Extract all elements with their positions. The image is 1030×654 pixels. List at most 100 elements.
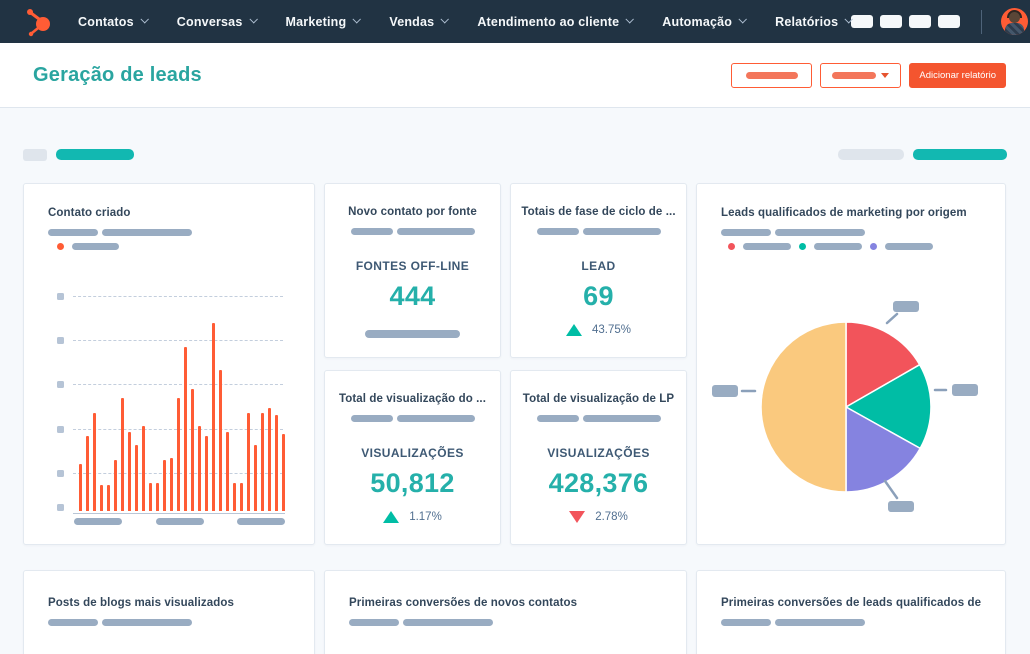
card-new-contact-by-source: Novo contato por fonte FONTES OFF-LINE 4… <box>324 183 501 358</box>
bar <box>170 458 173 511</box>
hubspot-logo-icon[interactable] <box>22 7 56 37</box>
trend-up-icon <box>383 511 400 523</box>
nav-item-automação[interactable]: Automação <box>662 15 748 29</box>
header-actions: Adicionar relatório <box>731 62 1006 88</box>
bar-series <box>79 321 285 511</box>
bar <box>93 413 96 511</box>
nav-icon-placeholder-4[interactable] <box>938 15 961 28</box>
active-filter-placeholder-2[interactable] <box>913 149 1007 160</box>
redacted-subtitle-bars <box>721 619 981 626</box>
trend-up-icon <box>565 324 582 336</box>
metric-label: LEAD <box>581 259 616 273</box>
redacted-subtitle-bars <box>325 415 500 422</box>
nav-item-relatórios[interactable]: Relatórios <box>775 15 854 29</box>
redacted-legend-label <box>743 243 791 250</box>
redacted-subtitle-bars <box>325 228 500 235</box>
legend-dot <box>799 243 806 250</box>
delta-value: 1.17% <box>409 511 442 523</box>
bar <box>247 413 250 511</box>
nav-icon-placeholder-2[interactable] <box>880 15 903 28</box>
nav-item-marketing[interactable]: Marketing <box>286 15 362 29</box>
nav-item-contatos[interactable]: Contatos <box>78 15 149 29</box>
bar-chart <box>24 184 314 544</box>
redacted-slice-label <box>888 501 914 512</box>
bar <box>261 413 264 511</box>
card-title: Total de visualização do ... <box>338 393 486 405</box>
bar <box>191 389 194 511</box>
card-title: Leads qualificados de marketing por orig… <box>721 207 967 219</box>
pie-chart <box>712 301 978 512</box>
redacted-dropdown-label <box>832 71 877 79</box>
y-axis-tick-placeholder <box>57 426 64 433</box>
y-axis-tick-placeholder <box>57 381 64 388</box>
redacted-subtitle-bars <box>511 228 686 235</box>
redacted-slice-label <box>712 385 738 397</box>
nav-right-actions <box>851 8 1030 35</box>
chevron-down-icon <box>248 15 258 24</box>
bar <box>100 485 103 511</box>
bar <box>135 445 138 511</box>
chart-legend <box>57 243 304 250</box>
card-title: Total de visualização de LP <box>522 393 675 405</box>
redacted-subtitle-bars <box>48 619 290 626</box>
nav-item-conversas[interactable]: Conversas <box>177 15 258 29</box>
filter-icon-placeholder[interactable] <box>23 148 47 161</box>
pie-legend <box>728 243 985 250</box>
nav-item-atendimento-ao-cliente[interactable]: Atendimento ao cliente <box>477 15 635 29</box>
bar <box>149 483 152 511</box>
dashboard-filter-dropdown[interactable] <box>820 62 902 88</box>
chevron-down-icon <box>352 15 362 24</box>
redacted-subtitle-bars <box>511 415 686 422</box>
bar <box>86 436 89 511</box>
legend-dot <box>57 243 64 250</box>
legend-dot <box>728 243 735 250</box>
card-lifecycle-totals: Totais de fase de ciclo de ... LEAD 69 4… <box>510 183 687 358</box>
user-avatar[interactable] <box>1001 8 1029 35</box>
delta-indicator: 1.17% <box>325 511 500 523</box>
column-2: Novo contato por fonte FONTES OFF-LINE 4… <box>324 183 501 545</box>
bar <box>114 460 117 511</box>
delta-value: 2.78% <box>595 511 628 523</box>
metric-value: 444 <box>389 281 436 311</box>
nav-icon-placeholder-1[interactable] <box>851 15 874 28</box>
x-axis-line <box>73 513 285 514</box>
filter-right-group <box>838 149 1007 160</box>
delta-value: 43.75% <box>591 324 631 336</box>
y-axis-tick-placeholder <box>57 337 64 344</box>
redacted-subtitle-bars <box>349 619 662 626</box>
card-blog-posts: Posts de blogs mais visualizados <box>23 570 315 654</box>
dashboard-grid: Contato criado Novo contato por fonte FO… <box>23 183 1007 654</box>
redacted-legend-label <box>814 243 862 250</box>
card-title: Totais de fase de ciclo de ... <box>521 206 676 218</box>
gridline <box>73 340 283 341</box>
dashboard-actions-button[interactable] <box>731 62 813 88</box>
card-mql-conversions: Primeiras conversões de leads qualificad… <box>696 570 1006 654</box>
dashboard-content: Contato criado Novo contato por fonte FO… <box>0 148 1030 654</box>
bar <box>282 434 285 511</box>
chevron-down-icon <box>140 15 149 24</box>
bar <box>107 485 110 511</box>
bar <box>233 483 236 511</box>
bar <box>163 460 166 511</box>
bar <box>212 323 215 511</box>
legend-dot <box>870 243 877 250</box>
bar <box>205 436 208 511</box>
card-title: Novo contato por fonte <box>348 206 477 218</box>
nav-divider <box>981 9 983 34</box>
gridline <box>73 384 283 385</box>
x-axis-label-placeholders <box>74 518 285 525</box>
filter-placeholder[interactable] <box>838 149 904 160</box>
redacted-legend-label <box>885 243 933 250</box>
active-filter-placeholder[interactable] <box>56 149 134 160</box>
redacted-comparison-bar <box>325 325 500 343</box>
nav-item-vendas[interactable]: Vendas <box>389 15 450 29</box>
delta-indicator: 2.78% <box>511 511 686 523</box>
card-new-contact-conversions: Primeiras conversões de novos contatos <box>324 570 687 654</box>
metric-value: 428,376 <box>548 468 649 498</box>
nav-icon-placeholder-3[interactable] <box>909 15 932 28</box>
delta-indicator: 43.75% <box>511 324 686 336</box>
card-page-views: Total de visualização do ... VISUALIZAÇÕ… <box>324 370 501 545</box>
add-report-button[interactable]: Adicionar relatório <box>909 62 1006 88</box>
bar <box>156 483 159 511</box>
filter-row <box>23 148 1007 161</box>
